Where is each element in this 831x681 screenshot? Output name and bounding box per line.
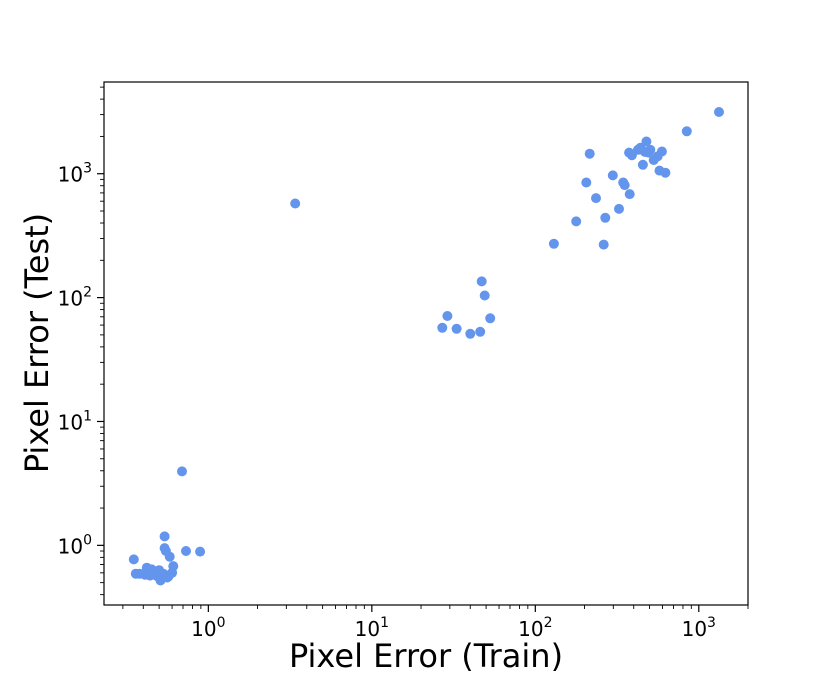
data-point [714, 107, 724, 117]
data-point [591, 193, 601, 204]
data-point [637, 159, 648, 170]
y-tick-label: 102 [58, 285, 92, 311]
data-point [681, 126, 692, 137]
y-tick-label: 101 [58, 408, 92, 434]
data-point [656, 146, 667, 157]
y-axis-label: Pixel Error (Test) [18, 213, 56, 473]
data-point [548, 238, 559, 249]
data-point [168, 561, 179, 572]
data-point [624, 189, 635, 200]
data-point [600, 212, 611, 223]
data-point [619, 180, 630, 191]
y-tick-label: 100 [58, 532, 92, 558]
data-point [660, 167, 671, 178]
data-point [475, 326, 486, 337]
data-point [584, 148, 595, 159]
plot-frame [103, 81, 749, 606]
data-point [598, 239, 609, 250]
data-point [159, 531, 170, 542]
y-axis-ticks: 100 101 102 103 [58, 86, 104, 596]
data-point [451, 323, 462, 334]
data-point [645, 144, 656, 155]
data-point [290, 198, 301, 209]
data-point [128, 554, 139, 565]
data-point [479, 290, 490, 301]
data-point [607, 170, 618, 181]
data-point [181, 546, 191, 556]
data-point [476, 276, 487, 287]
x-tick-label: 103 [682, 615, 716, 641]
data-point [195, 546, 206, 557]
data-point [641, 136, 652, 147]
data-point [465, 328, 476, 339]
data-point [485, 313, 496, 324]
data-point [164, 551, 175, 562]
x-tick-label: 101 [355, 615, 389, 641]
data-point [571, 216, 582, 227]
x-tick-label: 100 [191, 615, 225, 641]
points-layer [128, 107, 724, 586]
data-point [581, 177, 592, 188]
x-tick-label: 102 [518, 615, 552, 641]
y-tick-label: 103 [58, 161, 92, 187]
data-point [442, 311, 453, 321]
data-point [177, 466, 187, 477]
data-point [614, 203, 624, 214]
x-axis-ticks: 100 101 102 103 [122, 605, 749, 641]
plot-area: 100 101 102 103 100 101 102 103 [58, 81, 749, 641]
x-axis-label: Pixel Error (Train) [289, 637, 563, 675]
data-point [437, 322, 448, 333]
